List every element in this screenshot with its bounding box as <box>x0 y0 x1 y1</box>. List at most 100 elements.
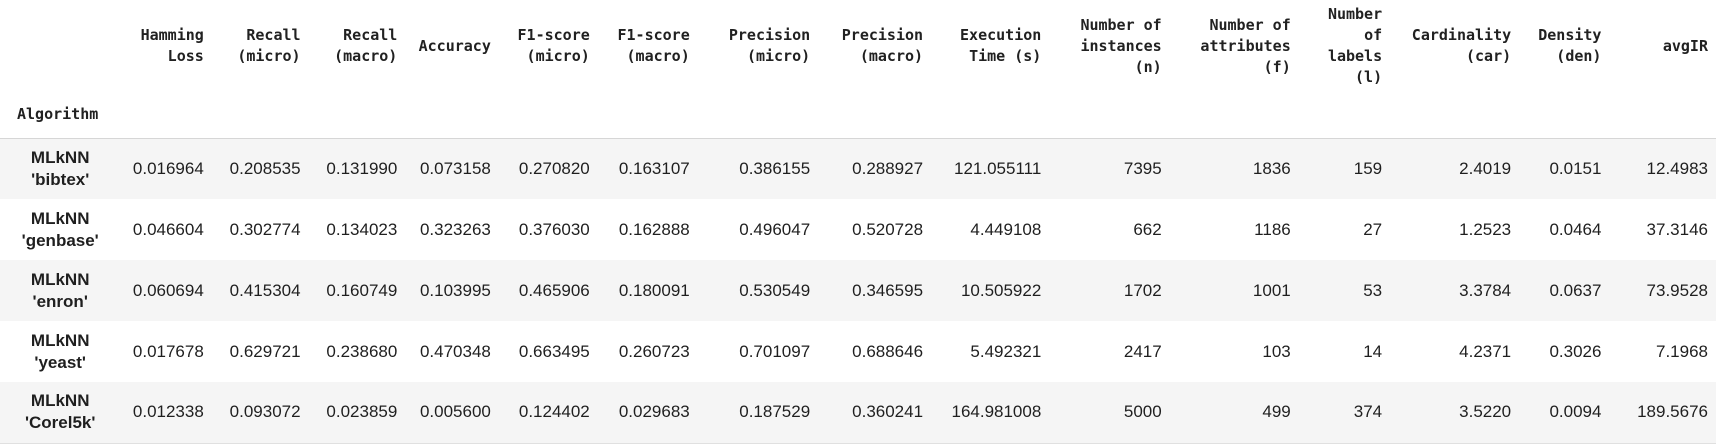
table-cell: 0.046604 <box>132 219 204 239</box>
column-header-row: Hamming Loss Recall (micro) Recall (macro) … <box>0 0 1716 92</box>
column-header: Hamming Loss <box>120 0 211 92</box>
column-header: Execution Time (s) <box>931 0 1049 92</box>
row-algorithm-label: MLkNN <box>30 391 90 411</box>
table-cell: 159 <box>1353 158 1383 178</box>
column-header-line: Loss <box>167 47 204 65</box>
column-header: Density (den) <box>1519 0 1609 92</box>
column-header-line: (macro) <box>626 47 690 65</box>
table-cell: 0.386155 <box>739 158 811 178</box>
column-header-line: (macro) <box>859 47 924 65</box>
table-cell: 662 <box>1133 219 1162 239</box>
table-cell: 0.023859 <box>326 402 398 422</box>
column-header-line: (f) <box>1263 57 1291 76</box>
table-cell: 0.005600 <box>419 402 491 422</box>
row-algorithm-label: MLkNN <box>30 147 90 167</box>
table-cell: 0.415304 <box>229 280 301 300</box>
column-header-line: (den) <box>1556 47 1602 65</box>
table-cell: 0.629721 <box>229 341 301 361</box>
table-cell: 37.3146 <box>1646 219 1708 239</box>
table-row: MLkNN'yeast' 0.017678 0.629721 0.238680 … <box>0 321 1716 382</box>
table-cell: 3.5220 <box>1459 402 1512 422</box>
column-header-line: F1-score <box>517 26 590 44</box>
table-row: MLkNN'bibtex' 0.016964 0.208535 0.131990… <box>0 138 1716 199</box>
table-cell: 121.055111 <box>954 158 1042 178</box>
table-cell: 0.124402 <box>518 402 590 422</box>
column-header-line: instances <box>1080 36 1162 55</box>
column-header: Precision (macro) <box>818 0 931 92</box>
table-cell: 0.470348 <box>419 341 491 361</box>
column-header: Accuracy <box>405 0 499 92</box>
table-cell: 0.260723 <box>618 341 690 361</box>
column-header-line: (micro) <box>237 47 301 65</box>
table-cell: 0.073158 <box>419 158 491 178</box>
table-cell: 0.3026 <box>1549 341 1602 361</box>
column-header: avgIR <box>1609 0 1716 92</box>
column-header-line: Precision <box>841 26 924 44</box>
table-cell: 374 <box>1353 402 1383 422</box>
column-header-line: Execution <box>960 26 1042 44</box>
row-index-cell: MLkNN'yeast' <box>0 321 120 382</box>
column-header-line: Recall <box>246 26 301 44</box>
table-cell: 2417 <box>1123 341 1162 361</box>
column-header-line: Accuracy <box>418 36 491 55</box>
table-cell: 0.103995 <box>419 280 491 300</box>
table-cell: 0.346595 <box>852 280 924 300</box>
table-cell: 2.4019 <box>1459 158 1512 178</box>
column-header: Recall (micro) <box>212 0 309 92</box>
table-cell: 1836 <box>1252 158 1291 178</box>
row-dataset-label: 'yeast' <box>34 352 86 372</box>
table-cell: 10.505922 <box>960 280 1042 300</box>
table-cell: 4.449108 <box>970 219 1042 239</box>
table-cell: 0.530549 <box>739 280 811 300</box>
table-cell: 0.360241 <box>852 402 924 422</box>
table-row: MLkNN 'Corel5k' 0.012338 0.093072 0.02385… <box>0 382 1716 443</box>
table-body: MLkNN'bibtex' 0.016964 0.208535 0.131990… <box>0 138 1716 443</box>
table-cell: 189.5676 <box>1637 402 1708 422</box>
row-index-cell: MLkNN'enron' <box>0 260 120 321</box>
table-cell: 0.323263 <box>419 219 491 239</box>
table-cell: 0.0151 <box>1549 158 1602 178</box>
table-cell: 5000 <box>1123 402 1162 422</box>
column-header-line: Density <box>1538 26 1602 44</box>
column-header-line: (macro) <box>334 47 398 65</box>
table-cell: 0.376030 <box>518 219 590 239</box>
column-header: Number of instances (n) <box>1049 0 1169 92</box>
table-cell: 3.3784 <box>1459 280 1512 300</box>
index-name-label: Algorithm <box>17 105 99 124</box>
column-header-line: attributes <box>1200 36 1291 55</box>
column-header-line: Number of <box>1080 15 1162 34</box>
table-cell: 0.208535 <box>229 158 301 178</box>
row-dataset-label: 'Corel5k' <box>24 413 96 433</box>
column-header: Number of labels (l) <box>1299 0 1390 92</box>
table-row: MLkNN'genbase' 0.046604 0.302774 0.13402… <box>0 199 1716 260</box>
column-header-line: Recall <box>343 26 398 44</box>
row-index-cell: MLkNN'bibtex' <box>0 138 120 199</box>
row-algorithm-label: MLkNN <box>30 269 90 289</box>
table-cell: 0.012338 <box>132 402 204 422</box>
table-cell: 12.4983 <box>1646 158 1708 178</box>
table-cell: 7395 <box>1123 158 1162 178</box>
table-cell: 0.134023 <box>326 219 398 239</box>
column-header-line: Cardinality <box>1411 26 1512 44</box>
row-algorithm-label: MLkNN <box>30 208 90 228</box>
table-cell: 0.029683 <box>618 402 690 422</box>
table-cell: 7.1968 <box>1656 341 1708 361</box>
row-dataset-label: 'genbase' <box>21 230 99 250</box>
table-cell: 0.496047 <box>739 219 811 239</box>
table-cell: 0.302774 <box>229 219 301 239</box>
table-cell: 1702 <box>1123 280 1162 300</box>
corner-cell <box>0 0 120 92</box>
table-cell: 27 <box>1363 219 1383 239</box>
row-dataset-label: 'bibtex' <box>31 169 90 189</box>
table-cell: 0.016964 <box>132 158 204 178</box>
column-header-line: avgIR <box>1662 36 1708 55</box>
table-cell: 0.270820 <box>518 158 590 178</box>
column-header-line: (l) <box>1355 68 1383 86</box>
column-header-line: labels <box>1327 47 1383 65</box>
table-cell: 0.520728 <box>852 219 924 239</box>
table-header: Hamming Loss Recall (micro) Recall (macro) … <box>0 0 1716 138</box>
column-header-line: (n) <box>1134 57 1162 76</box>
column-header: Recall (macro) <box>309 0 406 92</box>
